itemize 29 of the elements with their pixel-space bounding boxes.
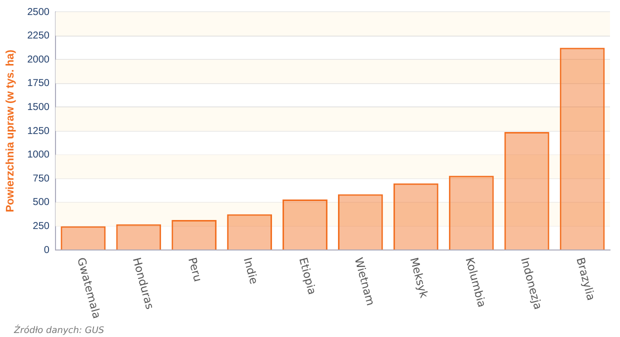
y-tick-label: 2500 [27,6,50,18]
bar [504,132,550,250]
x-tick-label: Etiopia [296,256,319,296]
bar [116,224,162,250]
bar [60,226,106,250]
text: Źródło danych: GUS [14,326,104,336]
x-tick-label: Wietnam [352,256,378,308]
bar [282,200,328,250]
x-tick-label: Brazylia [574,256,598,302]
y-tick-label: 1500 [27,102,50,113]
y-tick-label: 1000 [27,150,50,161]
bar [338,194,383,250]
y-axis-title: Powierzchnia upraw (w tys. ha) [4,49,17,212]
x-tick-label: Indie [240,256,260,286]
y-tick-label: 2000 [27,54,50,66]
y-tick-label: 750 [32,173,50,184]
bar [227,214,272,250]
y-tick-label: 500 [32,197,50,208]
bar [172,220,217,250]
y-tick-label: 1750 [27,78,50,90]
y-tick-label: 0 [44,244,50,256]
y-tick-label: 2250 [27,30,50,42]
x-tick-label: Peru [185,256,204,284]
bar [560,48,605,250]
y-tick-label: 1250 [27,126,50,137]
bar [448,176,494,250]
y-tick-label: 250 [32,220,50,232]
bar [393,183,438,250]
x-tick-label: Meksyk [407,256,431,300]
